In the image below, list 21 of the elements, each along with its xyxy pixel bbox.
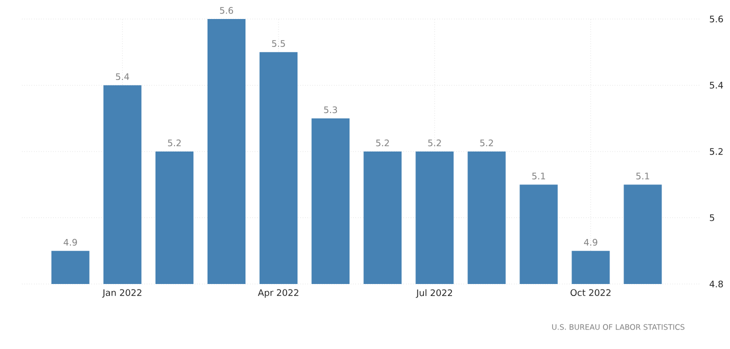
y-tick-label: 5.6: [710, 16, 723, 22]
y-tick-label: 4.8: [710, 280, 723, 288]
x-tick-label: Jul 2022: [416, 289, 452, 298]
data-label: 5.2: [168, 139, 181, 146]
data-label: 5.1: [636, 172, 650, 180]
data-label: 5.2: [480, 139, 493, 146]
data-label: 5.1: [532, 172, 546, 180]
data-label: 5.5: [272, 40, 285, 47]
data-label: 5.3: [324, 106, 337, 114]
data-label: 5.2: [376, 139, 389, 146]
data-label: 4.9: [64, 238, 77, 246]
data-label: 4.9: [584, 238, 598, 246]
data-label: 5.6: [220, 7, 234, 14]
data-label: 5.4: [116, 73, 130, 80]
y-tick-label: 5.4: [710, 82, 724, 89]
y-tick-label: 5: [710, 214, 714, 222]
x-tick-label: Oct 2022: [570, 289, 610, 296]
y-tick-label: 5.2: [710, 148, 723, 155]
data-label: 5.2: [428, 139, 441, 146]
x-tick-label: Apr 2022: [258, 289, 298, 298]
x-tick-label: Jan 2022: [102, 289, 142, 298]
